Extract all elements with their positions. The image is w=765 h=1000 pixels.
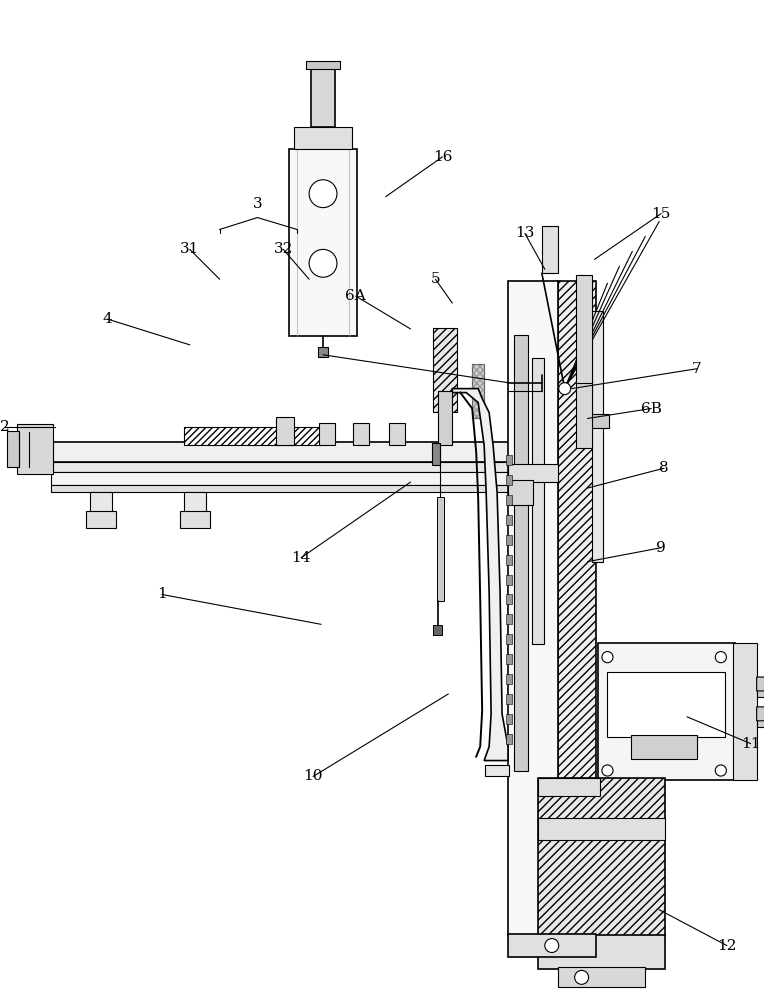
Bar [597, 643, 734, 780]
Bar [506, 654, 512, 664]
Text: 6A: 6A [346, 289, 366, 303]
Bar [389, 423, 405, 445]
Text: 10: 10 [304, 769, 323, 783]
Bar [506, 555, 512, 565]
Text: 5: 5 [431, 272, 440, 286]
Bar [472, 364, 484, 418]
Bar [506, 734, 512, 744]
Bar [180, 511, 210, 528]
Bar [306, 61, 340, 69]
Bar [538, 818, 665, 840]
Bar [631, 735, 697, 759]
Bar [311, 69, 335, 127]
Bar [276, 417, 295, 445]
Circle shape [309, 249, 337, 277]
Bar [184, 427, 321, 445]
Bar [7, 431, 18, 467]
Bar [757, 707, 765, 727]
Bar [289, 149, 356, 336]
Bar [538, 935, 665, 969]
Circle shape [602, 765, 613, 776]
Bar [485, 765, 509, 776]
Circle shape [602, 652, 613, 663]
Bar [508, 281, 558, 936]
Bar [591, 311, 604, 562]
Bar [508, 934, 595, 957]
Bar [506, 714, 512, 724]
Bar [506, 495, 512, 505]
Circle shape [715, 765, 727, 776]
Bar [506, 694, 512, 704]
Bar [184, 492, 206, 512]
Text: 11: 11 [741, 737, 760, 751]
Text: 32: 32 [274, 242, 293, 256]
Bar [581, 414, 610, 428]
Bar [757, 677, 765, 697]
Text: 3: 3 [252, 197, 262, 211]
Bar [506, 535, 512, 545]
Text: 31: 31 [180, 242, 200, 256]
Polygon shape [757, 677, 765, 691]
Bar [432, 443, 441, 465]
Bar [86, 511, 116, 528]
Bar [90, 492, 112, 512]
Text: 2: 2 [0, 420, 10, 434]
Bar [353, 423, 369, 445]
Bar [295, 127, 352, 149]
Bar [434, 625, 442, 635]
Bar [558, 967, 645, 987]
Bar [514, 335, 528, 771]
Bar [506, 594, 512, 604]
Bar [607, 672, 724, 737]
Circle shape [575, 970, 588, 984]
Bar [17, 424, 53, 474]
Text: 13: 13 [516, 226, 535, 240]
Bar [318, 347, 328, 357]
Bar [50, 472, 558, 485]
Text: 16: 16 [433, 150, 452, 164]
Bar [506, 455, 512, 465]
Bar [733, 643, 757, 780]
Text: 8: 8 [659, 461, 669, 475]
Text: 9: 9 [656, 541, 666, 555]
Bar [506, 614, 512, 624]
Circle shape [309, 180, 337, 208]
Bar [434, 328, 457, 412]
Bar [506, 475, 512, 485]
Circle shape [545, 939, 558, 953]
Bar [558, 281, 595, 936]
Bar [538, 778, 600, 796]
Text: 6B: 6B [641, 402, 662, 416]
Bar [506, 674, 512, 684]
Text: 1: 1 [157, 587, 167, 601]
Text: 14: 14 [291, 551, 311, 565]
Bar [532, 358, 544, 644]
Text: 4: 4 [103, 312, 112, 326]
Bar [50, 485, 558, 492]
Bar [438, 497, 444, 601]
Bar [538, 778, 665, 936]
Bar [506, 515, 512, 525]
Bar [50, 442, 558, 462]
Circle shape [715, 652, 727, 663]
Circle shape [558, 383, 571, 395]
Text: 7: 7 [692, 362, 702, 376]
Bar [508, 464, 558, 482]
Bar [508, 480, 533, 505]
Bar [472, 364, 484, 418]
Text: 12: 12 [717, 939, 737, 953]
Bar [319, 423, 335, 445]
Bar [506, 634, 512, 644]
Bar [50, 462, 558, 472]
Bar [575, 275, 591, 383]
Bar [575, 381, 591, 448]
Polygon shape [757, 707, 765, 721]
Bar [542, 226, 558, 273]
Bar [506, 575, 512, 585]
Text: 15: 15 [652, 207, 671, 221]
Polygon shape [452, 389, 508, 761]
Bar [438, 391, 452, 445]
